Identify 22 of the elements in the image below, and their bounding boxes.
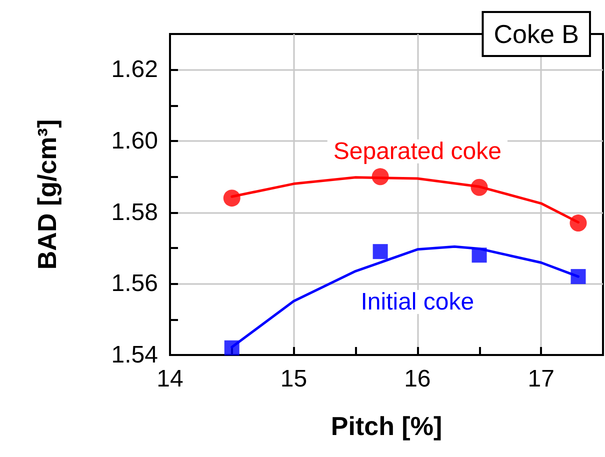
point (570, 269, 586, 284)
x-tick-label: 17 (528, 366, 554, 392)
x-axis-title: Pitch [%] (330, 411, 442, 441)
point (470, 178, 488, 196)
point (224, 340, 240, 356)
x-tick-label: 14 (156, 366, 184, 392)
x-tick-label: 15 (280, 366, 308, 392)
series-label: Separated coke (333, 138, 502, 165)
point (570, 214, 587, 232)
y-tick-label: 1.62 (111, 56, 158, 84)
y-tick-label: 1.60 (111, 128, 158, 154)
y-axis-title: BAD [g/cm³] (32, 119, 62, 270)
annotation: Coke B (494, 19, 580, 49)
series-label: Initial coke (360, 288, 474, 316)
y-tick-label: 1.58 (111, 198, 158, 226)
point (472, 248, 487, 263)
y-tick-label: 1.54 (111, 342, 158, 368)
y-tick-label: 1.56 (111, 270, 158, 298)
point (372, 168, 389, 186)
point (372, 244, 388, 260)
point (223, 190, 240, 207)
x-tick-label: 16 (404, 366, 431, 392)
